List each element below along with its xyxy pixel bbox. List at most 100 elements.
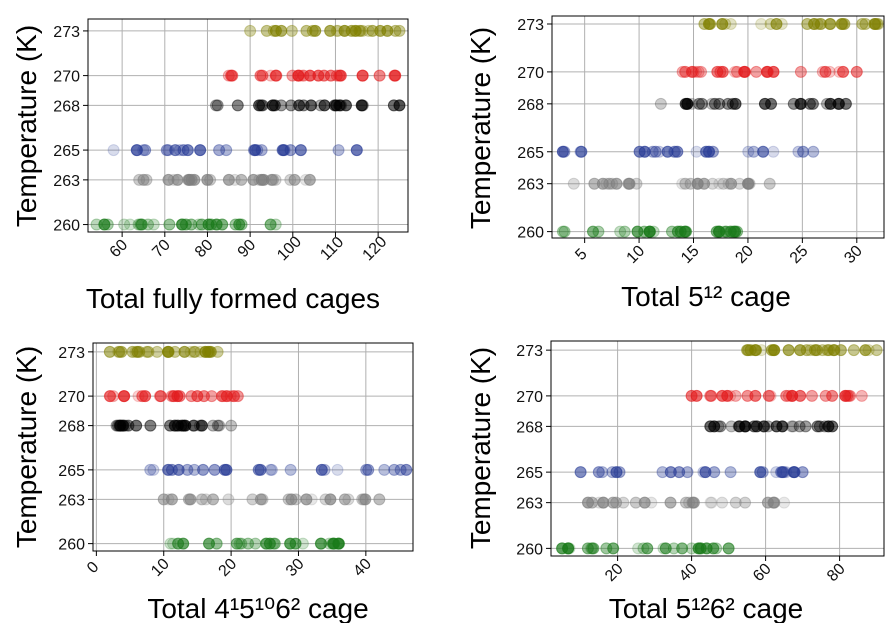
scatter-point xyxy=(744,344,757,357)
scatter-point xyxy=(803,97,816,110)
y-tick-label: 263 xyxy=(516,496,543,513)
scatter-point xyxy=(144,463,157,476)
scatter-point xyxy=(681,466,694,479)
scatter-point xyxy=(338,493,351,506)
scatter-point xyxy=(794,97,807,110)
scatter-point xyxy=(767,344,780,357)
y-tick-label: 260 xyxy=(58,537,85,554)
scatter-point xyxy=(144,419,157,432)
scatter-point xyxy=(140,345,153,358)
scatter-point xyxy=(765,97,778,110)
x-tick-label: 110 xyxy=(317,234,347,264)
x-tick-label: 30 xyxy=(283,555,308,580)
scatter-point xyxy=(678,225,691,238)
scatter-point xyxy=(181,463,194,476)
scatter-point xyxy=(859,17,872,30)
scatter-point xyxy=(742,145,755,158)
scatter-point xyxy=(664,466,677,479)
scatter-point xyxy=(556,145,569,158)
scatter-point xyxy=(694,542,707,555)
scatter-point xyxy=(213,144,226,157)
scatter-point xyxy=(254,493,267,506)
chart-panel-4151062-cage: 260 263 265 268 270 273 0 10 20 30 40 Total 4¹5¹⁰6²… xyxy=(11,342,414,623)
scatter-point xyxy=(806,97,819,110)
scatter-point xyxy=(267,24,280,37)
scatter-point xyxy=(269,69,282,82)
scatter-point xyxy=(618,225,631,238)
y-tick-label: 265 xyxy=(516,465,543,482)
plot-frame xyxy=(550,340,885,557)
scatter-point xyxy=(638,496,651,509)
scatter-point xyxy=(588,177,601,190)
scatter-point xyxy=(871,17,884,30)
scatter-point xyxy=(195,218,208,231)
scatter-point xyxy=(633,145,646,158)
scatter-point xyxy=(208,463,221,476)
scatter-point xyxy=(743,177,756,190)
scatter-point xyxy=(592,466,605,479)
scatter-point xyxy=(216,218,229,231)
chart-panel-512-cage: 260 263 265 268 270 273 5 10 15 20 25 30 Total 5¹² c… xyxy=(465,15,885,312)
scatter-point xyxy=(676,177,689,190)
scatter-point xyxy=(724,17,737,30)
scatter-point xyxy=(704,420,717,433)
scatter-point xyxy=(184,493,197,506)
scatter-point xyxy=(309,24,322,37)
scatter-point xyxy=(587,542,600,555)
scatter-point xyxy=(699,466,712,479)
scatter-point xyxy=(606,177,619,190)
scatter-point xyxy=(366,24,379,37)
scatter-point xyxy=(256,99,269,112)
chart-panel-fully-formed-cages: 260 263 265 268 270 273 60 70 80 90 100 110 120 Total… xyxy=(11,18,409,314)
scatter-point xyxy=(253,173,266,186)
scatter-point xyxy=(750,65,763,78)
y-tick-label: 265 xyxy=(58,463,85,480)
scatter-point xyxy=(835,17,848,30)
scatter-point xyxy=(107,144,120,157)
scatter-point xyxy=(353,24,366,37)
scatter-point xyxy=(719,17,732,30)
scatter-point xyxy=(556,225,569,238)
scatter-point xyxy=(356,24,369,37)
scatter-point xyxy=(808,17,821,30)
scatter-point xyxy=(231,390,244,403)
scatter-point xyxy=(705,496,718,509)
scatter-point xyxy=(247,144,260,157)
scatter-point xyxy=(222,493,235,506)
y-tick-label: 260 xyxy=(517,225,544,242)
scatter-point xyxy=(284,537,297,550)
scatter-point xyxy=(804,344,817,357)
y-tick-label: 270 xyxy=(58,389,85,406)
scatter-point xyxy=(824,97,837,110)
scatter-point xyxy=(211,99,224,112)
scatter-point xyxy=(218,463,231,476)
scatter-point xyxy=(761,65,774,78)
scatter-point xyxy=(855,389,868,402)
scatter-point xyxy=(728,65,741,78)
scatter-point xyxy=(211,345,224,358)
scatter-point xyxy=(617,496,630,509)
scatter-point xyxy=(249,144,262,157)
scatter-point xyxy=(739,420,752,433)
scatter-point xyxy=(756,466,769,479)
scatter-point xyxy=(685,542,698,555)
scatter-point xyxy=(661,145,674,158)
scatter-point xyxy=(685,97,698,110)
scatter-point xyxy=(277,144,290,157)
scatter-point xyxy=(827,344,840,357)
scatter-point xyxy=(614,225,627,238)
scatter-point xyxy=(813,420,826,433)
scatter-point xyxy=(142,218,155,231)
scatter-point xyxy=(698,177,711,190)
scatter-point xyxy=(356,69,369,82)
x-axis-title: Total 4¹5¹⁰6² cage xyxy=(147,593,368,623)
scatter-point xyxy=(664,496,677,509)
scatter-point xyxy=(758,420,771,433)
scatter-point xyxy=(787,97,800,110)
scatter-point xyxy=(722,542,735,555)
scatter-point xyxy=(305,99,318,112)
scatter-point xyxy=(294,144,307,157)
scatter-point xyxy=(357,493,370,506)
scatter-point xyxy=(762,389,775,402)
scatter-point xyxy=(172,537,185,550)
